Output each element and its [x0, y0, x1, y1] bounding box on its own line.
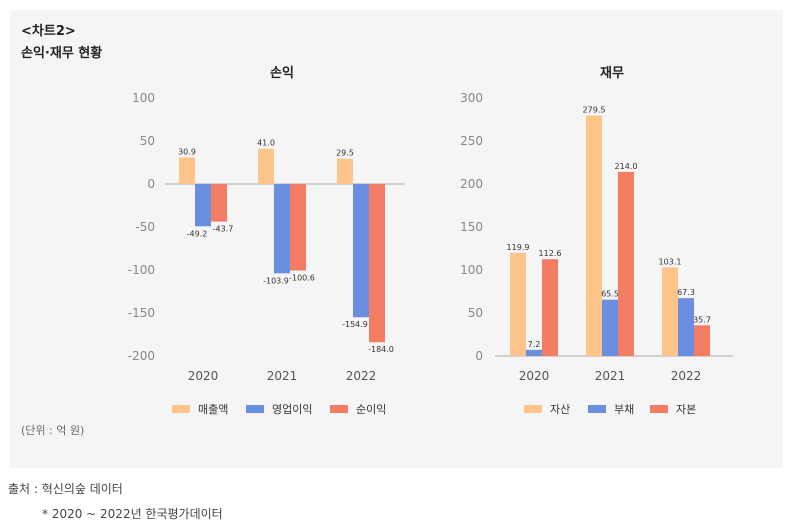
- pl-x-category-label: 2020: [188, 369, 219, 383]
- pl-y-tick-label: 50: [140, 134, 155, 148]
- fin-chart-title: 재무: [600, 66, 624, 81]
- chart-subtitle: 손익·재무 현황: [21, 46, 103, 61]
- fin-y-tick-label: 100: [460, 263, 483, 277]
- pl-data-label: -49.2: [187, 229, 208, 238]
- fin-bar-부채: [678, 298, 694, 356]
- fin-legend-swatch: [650, 405, 668, 413]
- fin-data-label: 103.1: [659, 257, 682, 266]
- pl-legend-label: 영업이익: [272, 403, 312, 416]
- fin-y-tick-label: 300: [460, 91, 483, 105]
- pl-legend-swatch: [330, 405, 348, 413]
- fin-bar-자산: [586, 115, 602, 356]
- pl-x-category-label: 2022: [346, 369, 377, 383]
- pl-y-tick-label: -150: [128, 306, 155, 320]
- chart-label: <차트2>: [21, 24, 76, 39]
- pl-data-label: 30.9: [178, 147, 196, 156]
- fin-bar-자본: [618, 171, 634, 356]
- fin-bar-자산: [510, 252, 526, 356]
- fin-data-label: 65.5: [601, 290, 619, 299]
- chart-panel: [10, 10, 783, 468]
- fin-data-label: 119.9: [507, 243, 530, 252]
- finance-chart: 재무 300 250 200 150 100 50 0 2020 119.9 7.2 112.6 202…: [460, 66, 733, 416]
- fin-legend-label: 자본: [676, 403, 696, 416]
- pl-data-label: -100.6: [289, 274, 315, 283]
- pl-bar-순이익: [211, 184, 227, 222]
- fin-data-label: 67.3: [677, 288, 695, 297]
- fin-y-tick-label: 0: [475, 349, 483, 363]
- fin-data-label: 112.6: [539, 249, 562, 258]
- pl-data-label: -43.7: [213, 225, 234, 234]
- fin-x-category-label: 2022: [671, 369, 702, 383]
- fin-legend-label: 자산: [550, 403, 570, 416]
- pl-data-label: -154.9: [342, 320, 368, 329]
- fin-bar-자본: [542, 259, 558, 356]
- pl-data-label: 29.5: [336, 149, 354, 158]
- fin-x-category-label: 2021: [595, 369, 626, 383]
- fin-data-label: 7.2: [528, 340, 541, 349]
- pl-y-tick-label: -200: [128, 349, 155, 363]
- pl-legend-label: 순이익: [356, 403, 386, 416]
- pl-y-tick-label: -50: [135, 220, 155, 234]
- pl-legend-swatch: [246, 405, 264, 413]
- fin-y-tick-label: 50: [468, 306, 483, 320]
- pl-bar-영업이익: [353, 184, 369, 318]
- pl-data-label: -184.0: [368, 345, 394, 354]
- fin-y-tick-label: 250: [460, 134, 483, 148]
- fin-data-label: 214.0: [615, 162, 638, 171]
- pl-y-tick-label: -100: [128, 263, 155, 277]
- pl-legend-swatch: [172, 405, 190, 413]
- pl-bar-영업이익: [195, 184, 211, 227]
- pl-bar-영업이익: [274, 184, 290, 274]
- pl-y-tick-label: 100: [132, 91, 155, 105]
- pl-bar-매출액: [179, 157, 195, 184]
- pl-data-label: -103.9: [263, 276, 289, 285]
- fin-y-tick-label: 150: [460, 220, 483, 234]
- pl-bar-순이익: [290, 184, 306, 271]
- fin-y-tick-label: 200: [460, 177, 483, 191]
- fin-legend-label: 부채: [614, 403, 634, 416]
- pl-legend-label: 매출액: [198, 403, 228, 416]
- fin-data-label: 35.7: [693, 315, 711, 324]
- fin-data-label: 279.5: [583, 106, 606, 115]
- pl-x-category-label: 2021: [267, 369, 298, 383]
- pl-bar-순이익: [369, 184, 385, 343]
- footnote-text: * 2020 ~ 2022년 한국평가데이터: [42, 507, 223, 521]
- fin-legend-swatch: [588, 405, 606, 413]
- unit-label: (단위 : 억 원): [21, 424, 85, 437]
- pl-chart-title: 손익: [270, 65, 294, 81]
- pl-bar-매출액: [337, 158, 353, 184]
- fin-bar-부채: [602, 299, 618, 356]
- fin-legend-swatch: [524, 405, 542, 413]
- source-text: 출처 : 혁신의숲 데이터: [8, 482, 123, 496]
- fin-bar-부채: [526, 349, 542, 356]
- fin-bar-자산: [662, 267, 678, 356]
- fin-x-category-label: 2020: [519, 369, 550, 383]
- pl-bar-매출액: [258, 148, 274, 184]
- pl-y-tick-label: 0: [147, 177, 155, 191]
- pl-data-label: 41.0: [257, 139, 275, 148]
- fin-bar-자본: [694, 325, 710, 356]
- profit-loss-chart: 손익 100 50 0 -50 -100 -150 -200 2020 30.9 -49.2 -43.…: [128, 65, 405, 416]
